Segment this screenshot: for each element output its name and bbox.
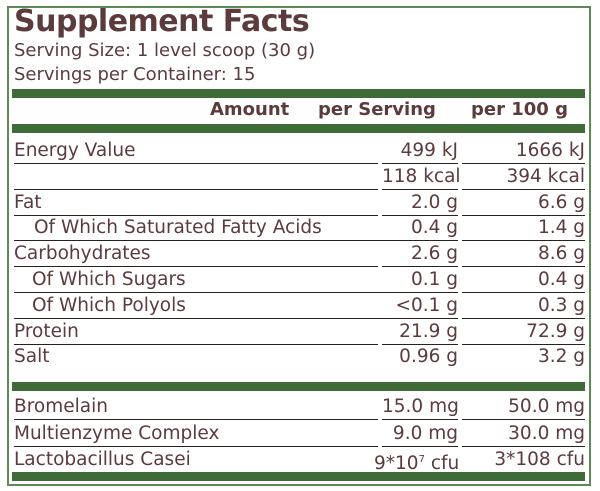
table-row: Lactobacillus Casei 9*107 cfu 3*108 cfu [14,447,585,475]
per-serving-value: 499 kJ [382,138,458,164]
per-100g-value: 1.4 g [462,215,585,242]
per-serving-value: 0.4 g [382,215,458,242]
per-serving-value: 9*107 cfu [374,447,460,475]
label-frame [7,6,591,486]
nutrient-name: Of Which Polyols [14,293,396,319]
table-row: Of Which Sugars 0.1 g 0.4 g [14,267,585,293]
nutrient-name [14,164,378,190]
per-serving-value: 2.0 g [382,190,458,216]
per-100g-value: 6.6 g [462,190,585,216]
nutrient-name: Lactobacillus Casei [14,449,191,470]
per-serving-value: <0.1 g [382,293,458,319]
nutrient-name: Multienzyme Complex [14,421,378,447]
table-row: Multienzyme Complex 9.0 mg 30.0 mg [14,421,585,447]
servings-per-container: Servings per Container: 15 [14,64,256,85]
table-row: Bromelain 15.0 mg 50.0 mg [14,394,585,420]
table-row: Carbohydrates 2.6 g 8.6 g [14,241,585,268]
per-100g-value: 30.0 mg [462,421,585,447]
per-serving-value: 118 kcal [382,164,461,190]
header-per-100g: per 100 g [471,99,568,120]
table-row: Protein 21.9 g 72.9 g [14,319,585,345]
per-100g-value: 8.6 g [462,241,585,268]
per-100g-value: 394 kcal [462,164,585,190]
per-100g-value: 72.9 g [462,319,585,345]
nutrient-name: Protein [14,319,378,345]
nutrient-name: Fat [14,190,378,216]
value-unit: cfu [424,453,460,475]
per-100g-value: 1666 kJ [462,138,585,164]
divider-bar [12,124,585,133]
per-serving-value: 0.96 g [399,346,458,368]
nutrient-name: Salt [14,346,50,368]
divider-bar [12,89,585,98]
label-title: Supplement Facts [14,4,310,39]
per-100g-value: 3*108 cfu [494,449,585,470]
per-100g-value: 50.0 mg [462,394,585,420]
header-amount: Amount [210,99,290,120]
nutrient-name: Carbohydrates [14,241,378,268]
nutrient-name: Of Which Saturated Fatty Acids [14,215,398,242]
table-row: Of Which Saturated Fatty Acids 0.4 g 1.4 g [14,215,585,242]
nutrient-name: Bromelain [14,394,378,420]
value-base: 9*10 [374,453,419,475]
table-row: Of Which Polyols <0.1 g 0.3 g [14,293,585,319]
per-serving-value: 9.0 mg [382,421,458,447]
serving-size: Serving Size: 1 level scoop (30 g) [14,40,316,61]
table-row: Energy Value 499 kJ 1666 kJ [14,138,585,164]
table-row: Fat 2.0 g 6.6 g [14,190,585,216]
table-row: 118 kcal 394 kcal [14,164,585,190]
per-100g-value: 3.2 g [537,346,585,368]
value-exponent: 7 [418,454,425,465]
nutrient-name: Of Which Sugars [14,267,396,293]
per-serving-value: 21.9 g [382,319,458,345]
per-100g-value: 0.4 g [462,267,585,293]
per-serving-value: 0.1 g [382,267,458,293]
per-100g-value: 0.3 g [462,293,585,319]
table-row: Salt 0.96 g 3.2 g [14,344,585,370]
header-per-serving: per Serving [318,99,436,120]
nutrient-name: Energy Value [14,138,378,164]
divider-bar [12,382,585,391]
per-serving-value: 15.0 mg [382,394,459,420]
per-serving-value: 2.6 g [382,241,458,268]
divider-bar [12,472,585,481]
